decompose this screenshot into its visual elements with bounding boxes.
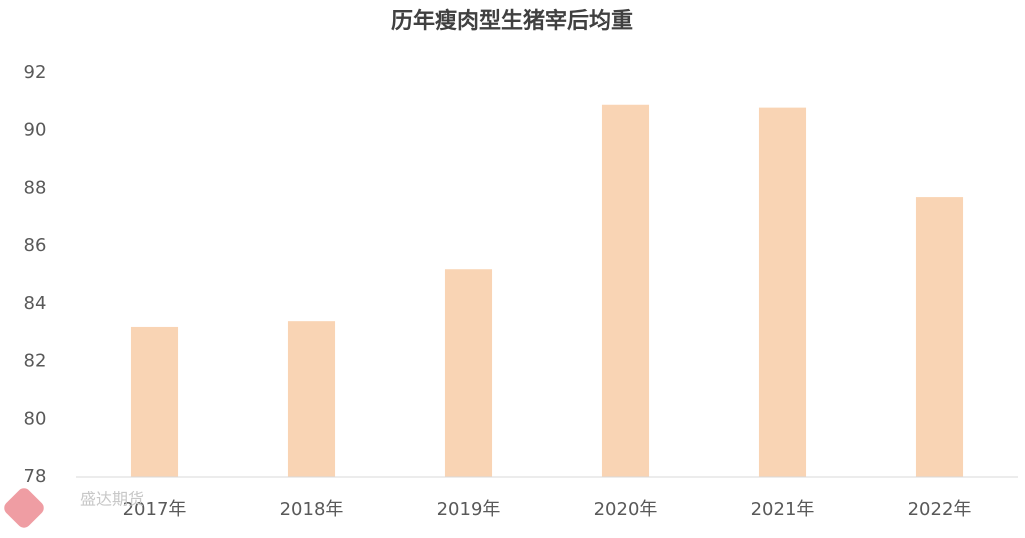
y-tick-label: 92 (24, 62, 47, 83)
y-tick-label: 84 (24, 293, 47, 314)
x-tick-label: 2018年 (280, 499, 344, 520)
bar (444, 269, 493, 477)
y-tick-label: 90 (24, 120, 47, 141)
x-tick-label: 2017年 (123, 499, 187, 520)
x-tick-label: 2019年 (437, 499, 501, 520)
y-tick-label: 86 (24, 235, 47, 256)
bar (601, 104, 650, 477)
bar (915, 197, 964, 478)
x-tick-label: 2022年 (908, 499, 972, 520)
watermark-logo: 盛达期货 (4, 488, 144, 528)
y-tick-label: 80 (24, 408, 47, 429)
y-tick-label: 78 (24, 466, 47, 487)
bar (130, 326, 179, 477)
y-tick-label: 88 (24, 177, 47, 198)
bar (758, 107, 807, 477)
x-tick-label: 2021年 (751, 499, 815, 520)
y-tick-label: 82 (24, 351, 47, 372)
x-tick-label: 2020年 (594, 499, 658, 520)
watermark-icon (4, 488, 44, 528)
watermark-text: 盛达期货 (80, 490, 144, 509)
chart-title: 历年瘦肉型生猪宰后均重 (391, 8, 633, 34)
bar (287, 321, 336, 477)
